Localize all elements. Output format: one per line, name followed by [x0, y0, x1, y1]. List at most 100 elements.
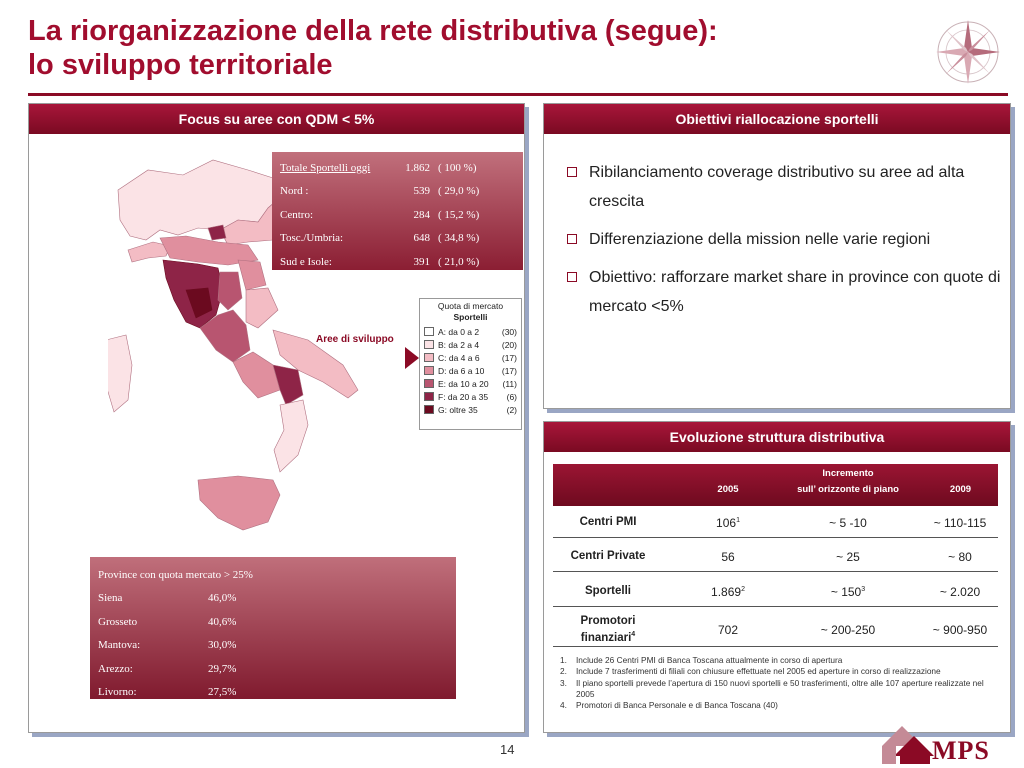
- title-line-1: La riorganizzazione della rete distribut…: [28, 15, 718, 47]
- legend-swatch: [424, 379, 434, 388]
- totals-box: Totale Sportelli oggi 1.862 ( 100 %) Nor…: [272, 152, 523, 270]
- legend-count: (6): [506, 391, 517, 402]
- legend-item: B: da 2 a 4 (20): [424, 338, 517, 351]
- map-umbria: [217, 271, 243, 311]
- province-name: Mantova:: [98, 639, 141, 652]
- logo-text: MPS: [932, 736, 990, 765]
- obiettivi-panel-title: Obiettivi riallocazione sportelli: [544, 104, 1010, 134]
- row-incremento: ~ 200-250: [820, 622, 876, 637]
- totals-pct: ( 100 %): [438, 161, 477, 174]
- bullet-text: Differenziazione della mission nelle var…: [589, 231, 931, 248]
- obiettivi-panel: Obiettivi riallocazione sportelli: [543, 103, 1011, 409]
- legend-count: (17): [501, 365, 517, 376]
- legend-swatch: [424, 327, 434, 336]
- row-label: Sportelli: [584, 585, 631, 597]
- map-siena: [185, 287, 213, 319]
- map-sicilia: [197, 475, 281, 531]
- row-2005: 56: [721, 549, 735, 564]
- focus-panel-title: Focus su aree con QDM < 5%: [29, 104, 524, 134]
- province-value: 29,7%: [208, 662, 237, 675]
- legend-label: B: da 2 a 4: [438, 339, 480, 350]
- header-2009: 2009: [949, 484, 972, 495]
- map-marche: [237, 259, 267, 291]
- legend-swatch: [424, 392, 434, 401]
- page-title: La riorganizzazione della rete distribut…: [28, 14, 908, 82]
- table-row: Centri Private 56 ~ 25 ~ 80: [553, 542, 998, 572]
- totals-pct: ( 21,0 %): [438, 255, 480, 268]
- legend-count: (2): [506, 404, 517, 415]
- row-2005: 1061: [716, 515, 740, 530]
- totals-value: 284: [413, 208, 431, 221]
- totals-value: 648: [413, 232, 431, 245]
- row-2005: 1.8692: [711, 584, 745, 599]
- italy-map: [108, 159, 359, 531]
- legend-label: A: da 0 a 2: [438, 326, 480, 337]
- totals-row: Nord : 539 ( 29,0 %): [280, 180, 515, 204]
- mps-logo-icon: [882, 726, 934, 764]
- header-2005: 2005: [717, 484, 739, 495]
- province-value: 40,6%: [208, 615, 237, 628]
- evoluzione-panel-title: Evoluzione struttura distributiva: [544, 422, 1010, 452]
- totals-label: Centro:: [280, 208, 313, 221]
- province-title: Province con quota mercato > 25%: [98, 568, 253, 581]
- legend-label: E: da 10 a 20: [438, 378, 489, 389]
- map-emilia: [159, 235, 259, 266]
- totals-label: Totale Sportelli oggi: [280, 161, 371, 174]
- footnote: 3. Il piano sportelli prevede l’apertura …: [560, 677, 984, 699]
- legend-item: A: da 0 a 2 (30): [424, 325, 517, 338]
- map-campania: [232, 351, 281, 399]
- province-value: 30,0%: [208, 639, 237, 652]
- province-value: 46,0%: [208, 592, 237, 605]
- legend-count: (20): [501, 339, 517, 350]
- totals-pct: ( 29,0 %): [438, 185, 480, 198]
- evoluzione-table-header: 2005 Incremento sull’ orizzonte di piano…: [553, 464, 998, 506]
- province-row: Arezzo: 29,7%: [98, 657, 448, 681]
- legend-label: G: oltre 35: [438, 404, 478, 415]
- legend-swatch: [424, 340, 434, 349]
- province-name: Siena: [98, 592, 123, 605]
- row-incremento: ~ 25: [836, 549, 860, 564]
- totals-label: Nord :: [280, 185, 309, 198]
- header-incremento: Incremento: [822, 468, 874, 479]
- totals-value: 1.862: [405, 161, 430, 174]
- map-liguria: [127, 241, 171, 263]
- legend-item: G: oltre 35 (2): [424, 403, 517, 416]
- header-orizzonte: sull’ orizzonte di piano: [797, 484, 899, 495]
- legend-count: (17): [501, 352, 517, 363]
- province-row: Livorno: 27,5%: [98, 681, 448, 705]
- list-item: Ribilanciamento coverage distributivo su…: [567, 158, 1003, 216]
- province-name: Arezzo:: [98, 662, 133, 675]
- compass-rose-icon: [936, 20, 1000, 84]
- footnote: 1. Include 26 Centri PMI di Banca Toscana…: [560, 655, 843, 665]
- row-2009: ~ 2.020: [939, 584, 981, 599]
- map-lazio: [199, 309, 251, 363]
- row-label: Promotori finanziari4: [580, 614, 636, 644]
- legend-item: E: da 10 a 20 (11): [424, 377, 517, 390]
- map-basilicata: [272, 364, 304, 406]
- totals-pct: ( 34,8 %): [438, 232, 480, 245]
- legend-item: C: da 4 a 6 (17): [424, 351, 517, 364]
- table-row: Centri PMI 1061 ~ 5 -10 ~ 110-115: [553, 508, 998, 538]
- row-2009: ~ 110-115: [933, 515, 987, 530]
- legend-label: F: da 20 a 35: [438, 391, 489, 402]
- province-value: 27,5%: [208, 686, 237, 699]
- map-calabria: [273, 399, 309, 473]
- row-2009: ~ 80: [948, 549, 972, 564]
- legend-subtitle: Sportelli: [453, 312, 488, 322]
- totals-pct: ( 15,2 %): [438, 208, 480, 221]
- row-label: Centri Private: [570, 550, 646, 562]
- checkbox-bullet-icon: [567, 234, 577, 244]
- map-puglia: [272, 329, 359, 399]
- page-number: 14: [500, 742, 515, 757]
- table-row: Sportelli 1.8692 ~ 1503 ~ 2.020: [553, 577, 998, 607]
- bullet-text: Ribilanciamento coverage distributivo su…: [589, 164, 965, 210]
- province-row: Mantova: 30,0%: [98, 634, 448, 658]
- footnote: 4. Promotori di Banca Personale e di Banc…: [560, 700, 778, 711]
- map-mantova: [207, 224, 227, 241]
- checkbox-bullet-icon: [567, 272, 577, 282]
- legend-swatch: [424, 366, 434, 375]
- totals-row: Sud e Isole: 391 ( 21,0 %): [280, 250, 515, 274]
- totals-row: Centro: 284 ( 15,2 %): [280, 203, 515, 227]
- totals-value: 391: [413, 255, 431, 268]
- map-sardegna: [108, 334, 133, 413]
